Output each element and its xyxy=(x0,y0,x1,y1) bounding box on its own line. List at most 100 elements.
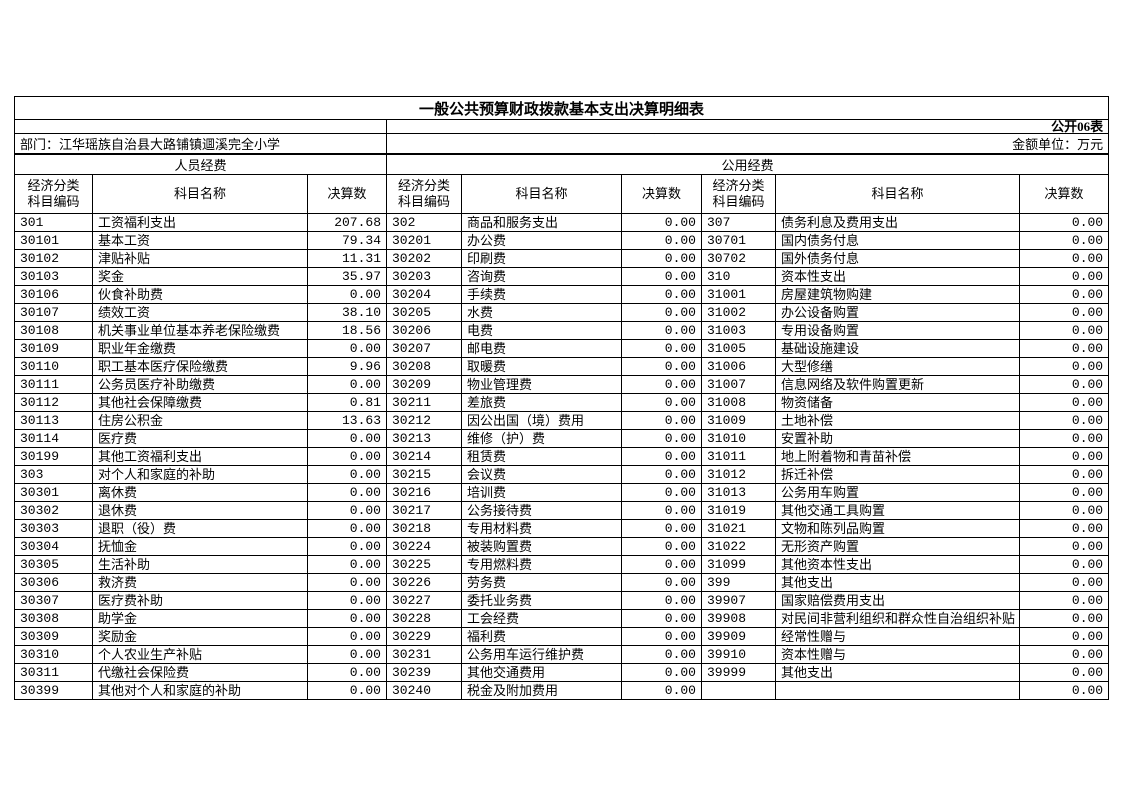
value-cell: 0.00 xyxy=(1018,393,1110,412)
subject-name-cell: 专用燃料费 xyxy=(461,555,622,574)
subject-name-cell: 手续费 xyxy=(461,285,622,304)
table-row: 30106 伙食补助费 0.00 30204 手续费 0.00 31001 房屋建筑物购建 0.… xyxy=(14,285,1110,304)
value-cell: 0.81 xyxy=(307,393,387,412)
value-cell: 0.00 xyxy=(1018,375,1110,394)
value-cell: 0.00 xyxy=(621,321,702,340)
value-cell: 0.00 xyxy=(621,537,702,556)
col-header-value: 决算数 xyxy=(621,174,702,214)
code-cell: 30110 xyxy=(14,357,93,376)
subject-name-cell: 公务接待费 xyxy=(461,501,622,520)
subject-name-cell: 国外债务付息 xyxy=(775,249,1020,268)
table-row: 30308 助学金 0.00 30228 工会经费 0.00 39908 对民间非营利组织和群… xyxy=(14,609,1110,628)
value-cell: 0.00 xyxy=(1018,285,1110,304)
code-cell: 31008 xyxy=(701,393,776,412)
value-cell: 0.00 xyxy=(307,591,387,610)
value-cell: 0.00 xyxy=(1018,339,1110,358)
code-cell: 30213 xyxy=(386,429,462,448)
code-cell: 30103 xyxy=(14,267,93,286)
value-cell: 0.00 xyxy=(1018,429,1110,448)
table-label-row: 公开06表 xyxy=(14,119,1110,134)
code-cell: 39999 xyxy=(701,663,776,682)
table-row: 30309 奖励金 0.00 30229 福利费 0.00 39909 经常性赠与 0.00 xyxy=(14,627,1110,646)
code-cell: 39908 xyxy=(701,609,776,628)
code-cell: 31019 xyxy=(701,501,776,520)
value-cell: 0.00 xyxy=(1018,249,1110,268)
subject-name-cell: 地上附着物和青苗补偿 xyxy=(775,447,1020,466)
code-cell: 30399 xyxy=(14,681,93,700)
code-cell: 30227 xyxy=(386,591,462,610)
subject-name-cell: 国家赔偿费用支出 xyxy=(775,591,1020,610)
subject-name-cell: 房屋建筑物购建 xyxy=(775,285,1020,304)
value-cell: 0.00 xyxy=(621,465,702,484)
col-header-code: 经济分类 科目编码 xyxy=(14,174,93,214)
subject-name-cell xyxy=(775,681,1020,700)
subject-name-cell: 抚恤金 xyxy=(92,537,308,556)
section-personnel-funds: 人员经费 xyxy=(14,153,387,175)
code-cell: 30224 xyxy=(386,537,462,556)
subject-name-cell: 基础设施建设 xyxy=(775,339,1020,358)
value-cell: 0.00 xyxy=(621,267,702,286)
department-row: 部门：江华瑶族自治县大路铺镇逥溪完全小学 金额单位：万元 xyxy=(14,133,1110,155)
value-cell: 0.00 xyxy=(621,555,702,574)
subject-name-cell: 津贴补贴 xyxy=(92,249,308,268)
value-cell: 0.00 xyxy=(307,555,387,574)
code-cell: 39909 xyxy=(701,627,776,646)
subject-name-cell: 专用材料费 xyxy=(461,519,622,538)
value-cell: 0.00 xyxy=(1018,501,1110,520)
value-cell: 0.00 xyxy=(307,609,387,628)
subject-name-cell: 个人农业生产补贴 xyxy=(92,645,308,664)
value-cell: 0.00 xyxy=(1018,213,1110,232)
subject-name-cell: 劳务费 xyxy=(461,573,622,592)
code-cell: 31006 xyxy=(701,357,776,376)
table-row: 30306 救济费 0.00 30226 劳务费 0.00 399 其他支出 0.00 xyxy=(14,573,1110,592)
subject-name-cell: 差旅费 xyxy=(461,393,622,412)
code-cell: 30231 xyxy=(386,645,462,664)
subject-name-cell: 水费 xyxy=(461,303,622,322)
value-cell: 0.00 xyxy=(1018,231,1110,250)
value-cell: 0.00 xyxy=(307,573,387,592)
col-header-value: 决算数 xyxy=(1018,174,1110,214)
subject-name-cell: 生活补助 xyxy=(92,555,308,574)
value-cell: 0.00 xyxy=(621,411,702,430)
value-cell: 11.31 xyxy=(307,249,387,268)
code-cell: 31001 xyxy=(701,285,776,304)
table-row: 30114 医疗费 0.00 30213 维修（护）费 0.00 31010 安置补助 0.00 xyxy=(14,429,1110,448)
subject-name-cell: 信息网络及软件购置更新 xyxy=(775,375,1020,394)
code-cell: 30303 xyxy=(14,519,93,538)
subject-name-cell: 商品和服务支出 xyxy=(461,213,622,232)
code-cell: 39907 xyxy=(701,591,776,610)
code-cell: 31010 xyxy=(701,429,776,448)
value-cell: 0.00 xyxy=(1018,303,1110,322)
value-cell: 0.00 xyxy=(1018,483,1110,502)
code-cell: 307 xyxy=(701,213,776,232)
subject-name-cell: 基本工资 xyxy=(92,231,308,250)
value-cell: 0.00 xyxy=(1018,357,1110,376)
table-row: 30107 绩效工资 38.10 30205 水费 0.00 31002 办公设备购置 0.00 xyxy=(14,303,1110,322)
value-cell: 0.00 xyxy=(621,609,702,628)
subject-name-cell: 医疗费补助 xyxy=(92,591,308,610)
subject-name-cell: 其他交通费用 xyxy=(461,663,622,682)
code-cell: 30102 xyxy=(14,249,93,268)
value-cell: 0.00 xyxy=(621,573,702,592)
value-cell: 0.00 xyxy=(1018,447,1110,466)
table-row: 30305 生活补助 0.00 30225 专用燃料费 0.00 31099 其他资本性支出 0… xyxy=(14,555,1110,574)
table-row: 30307 医疗费补助 0.00 30227 委托业务费 0.00 39907 国家赔偿费用支… xyxy=(14,591,1110,610)
code-cell: 30240 xyxy=(386,681,462,700)
value-cell: 0.00 xyxy=(1018,411,1110,430)
code-cell: 310 xyxy=(701,267,776,286)
code-cell: 31099 xyxy=(701,555,776,574)
code-cell: 31009 xyxy=(701,411,776,430)
subject-name-cell: 奖金 xyxy=(92,267,308,286)
value-cell: 0.00 xyxy=(307,681,387,700)
value-cell: 0.00 xyxy=(621,339,702,358)
code-cell: 30108 xyxy=(14,321,93,340)
subject-name-cell: 职工基本医疗保险缴费 xyxy=(92,357,308,376)
value-cell: 0.00 xyxy=(1018,519,1110,538)
code-cell: 30301 xyxy=(14,483,93,502)
code-cell: 31005 xyxy=(701,339,776,358)
subject-name-cell: 印刷费 xyxy=(461,249,622,268)
table-row: 30111 公务员医疗补助缴费 0.00 30209 物业管理费 0.00 31007 信息网… xyxy=(14,375,1110,394)
code-cell: 30228 xyxy=(386,609,462,628)
code-cell: 30114 xyxy=(14,429,93,448)
table-row: 30110 职工基本医疗保险缴费 9.96 30208 取暖费 0.00 31006 大型修缮… xyxy=(14,357,1110,376)
